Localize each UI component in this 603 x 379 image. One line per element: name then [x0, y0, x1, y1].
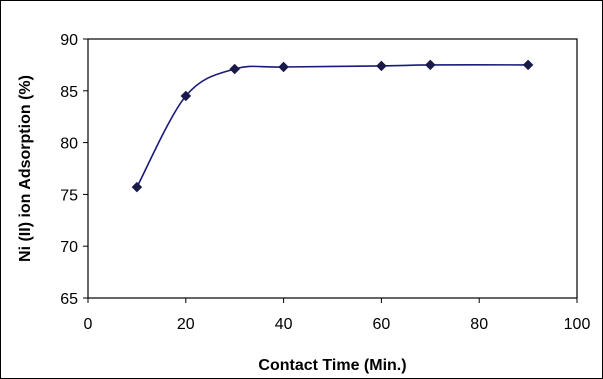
y-tick-label: 85: [60, 84, 78, 101]
plot-area: [87, 38, 578, 299]
data-point-marker: [229, 63, 241, 75]
data-point-marker: [278, 61, 289, 73]
x-tick-label: 80: [470, 316, 488, 333]
data-point-marker: [180, 90, 192, 102]
y-tick-label: 70: [60, 239, 78, 256]
x-tick-label: 60: [373, 316, 391, 333]
data-point-marker: [131, 181, 143, 193]
y-axis-title: Ni (II) ion Adsorption (%): [17, 75, 34, 262]
y-tick-label: 80: [60, 136, 78, 153]
data-markers: [131, 59, 534, 193]
y-tick-label: 75: [60, 187, 78, 204]
y-axis: 65 70 75 80 85 90: [60, 32, 88, 308]
y-tick-label: 65: [60, 291, 78, 308]
x-axis-title: Contact Time (Min.): [258, 357, 406, 374]
data-point-marker: [522, 59, 534, 71]
data-point-marker: [376, 60, 387, 72]
x-tick-label: 20: [177, 316, 195, 333]
x-tick-label: 100: [564, 316, 591, 333]
y-tick-label: 90: [60, 32, 78, 49]
x-axis: 0 20 40 60 80 100: [84, 298, 591, 333]
data-point-marker: [424, 59, 436, 71]
x-tick-label: 0: [84, 316, 93, 333]
x-tick-label: 40: [275, 316, 293, 333]
